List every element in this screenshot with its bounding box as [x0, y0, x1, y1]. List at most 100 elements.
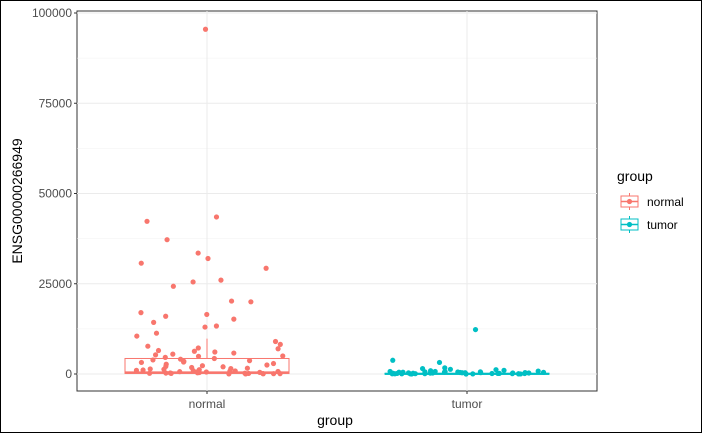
data-point [138, 359, 145, 366]
data-point [389, 371, 395, 377]
data-point [526, 370, 532, 376]
data-point [195, 345, 201, 351]
data-point [407, 371, 413, 377]
legend-title: group [617, 168, 653, 184]
data-point [218, 277, 224, 283]
data-point [204, 311, 210, 318]
legend-key-tumor [620, 215, 639, 234]
data-point [522, 370, 528, 377]
data-point [447, 366, 453, 372]
data-point [140, 367, 146, 373]
x-tick-label: normal [189, 397, 226, 411]
data-point [246, 358, 253, 364]
data-point [202, 26, 209, 32]
plot-panel [76, 10, 598, 392]
grid-lines [77, 11, 597, 391]
data-point [422, 369, 428, 375]
y-tick-label: 25000 [39, 277, 73, 291]
data-point [390, 357, 396, 363]
data-point [248, 299, 254, 305]
data-point [138, 310, 144, 316]
series-tumor [384, 326, 550, 377]
data-point [170, 351, 176, 357]
data-point [168, 370, 174, 376]
data-point [495, 370, 501, 377]
data-point [190, 368, 196, 374]
data-point [264, 362, 270, 368]
data-point [144, 218, 150, 224]
data-point [535, 368, 541, 374]
data-point [199, 363, 206, 369]
axes: 0 25000 50000 75000 100000 normal tumor [32, 6, 482, 411]
data-point [145, 343, 151, 349]
y-tick-label: 100000 [32, 6, 72, 20]
data-point [213, 214, 220, 220]
data-point [228, 298, 235, 304]
data-point [195, 250, 201, 256]
x-tick-label: tumor [452, 397, 483, 411]
data-point [231, 316, 237, 322]
data-point [213, 323, 220, 329]
data-point [396, 369, 402, 375]
data-point [152, 352, 159, 358]
data-point [153, 330, 160, 336]
data-point [501, 367, 507, 373]
data-point [270, 371, 277, 377]
data-point [163, 370, 169, 376]
data-point [489, 370, 495, 377]
data-point [462, 370, 468, 376]
data-point [436, 359, 443, 366]
data-point [232, 368, 238, 374]
legend-label-tumor: tumor [647, 218, 678, 232]
y-tick-label: 0 [65, 367, 72, 381]
series-layer [124, 26, 550, 377]
data-point [151, 319, 157, 325]
data-point [190, 279, 196, 285]
data-point [211, 355, 217, 362]
data-point [150, 357, 156, 363]
data-point [147, 366, 153, 372]
y-axis-label: ENSG00000266949 [9, 138, 25, 264]
data-point [441, 369, 448, 375]
data-point [280, 353, 286, 359]
y-tick-label: 50000 [39, 187, 73, 201]
data-point [181, 359, 187, 365]
data-point [260, 371, 266, 377]
x-axis-label: group [317, 412, 353, 428]
legend-key-normal [620, 192, 639, 211]
data-point [134, 333, 140, 339]
data-point [231, 350, 237, 356]
data-point [472, 326, 479, 333]
data-point [270, 360, 277, 367]
data-point [146, 370, 153, 376]
data-point [164, 237, 170, 243]
data-point [272, 338, 279, 345]
data-point [155, 347, 162, 354]
data-point [162, 354, 168, 360]
data-point [203, 369, 209, 375]
data-point [191, 348, 198, 354]
legend-label-normal: normal [647, 195, 684, 209]
data-point [220, 364, 226, 370]
series-normal [124, 26, 290, 377]
data-point [226, 371, 232, 377]
data-point [163, 313, 169, 319]
data-point [478, 370, 484, 376]
data-point [205, 255, 211, 262]
data-point [277, 341, 283, 347]
data-point [170, 283, 176, 289]
data-point [202, 324, 208, 330]
data-point [242, 371, 249, 377]
data-point [275, 346, 281, 352]
data-point [509, 371, 515, 377]
data-point [195, 353, 202, 359]
data-point [263, 265, 269, 271]
data-point [540, 369, 547, 375]
data-point [244, 365, 250, 371]
data-point [212, 349, 218, 355]
data-point [194, 370, 201, 376]
data-point [177, 369, 183, 375]
data-point [277, 371, 283, 377]
